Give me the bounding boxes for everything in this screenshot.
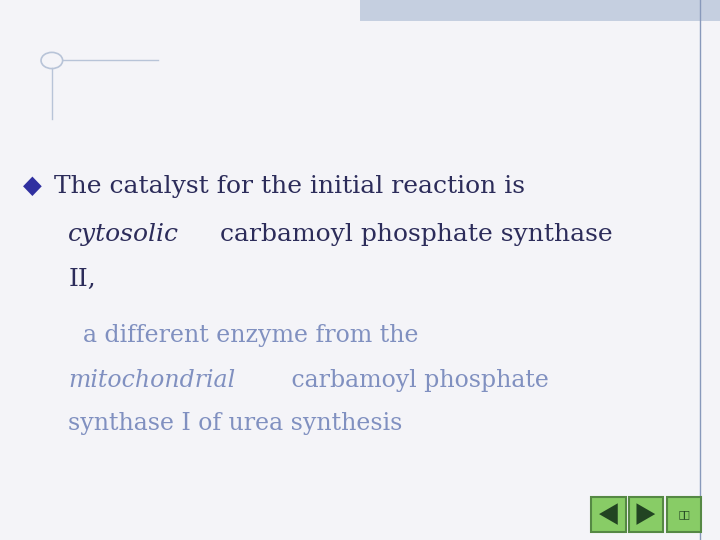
- Text: a different enzyme from the: a different enzyme from the: [68, 325, 419, 347]
- Bar: [629, 497, 663, 531]
- Bar: [667, 497, 701, 531]
- Polygon shape: [636, 503, 655, 525]
- Text: II,: II,: [68, 268, 96, 291]
- Text: carbamoyl phosphate: carbamoyl phosphate: [284, 369, 549, 392]
- Text: The catalyst for the initial reaction is: The catalyst for the initial reaction is: [54, 175, 525, 198]
- Text: synthase I of urea synthesis: synthase I of urea synthesis: [68, 413, 402, 435]
- Polygon shape: [599, 503, 618, 525]
- Text: cytosolic: cytosolic: [68, 224, 179, 246]
- Polygon shape: [23, 177, 42, 196]
- Bar: [591, 497, 626, 531]
- Bar: [360, 0, 720, 21]
- Text: mitochondrial: mitochondrial: [68, 369, 235, 392]
- Text: 目次: 目次: [678, 509, 690, 519]
- Text: carbamoyl phosphate synthase: carbamoyl phosphate synthase: [212, 224, 612, 246]
